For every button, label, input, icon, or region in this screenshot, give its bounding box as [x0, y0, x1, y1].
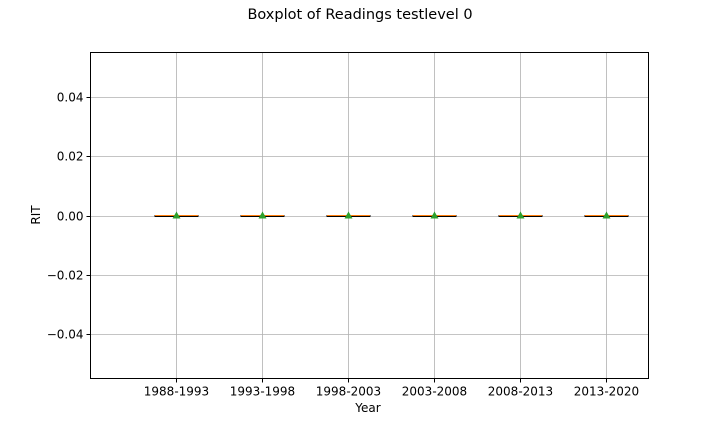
x-axis: 1988-1993 1993-1998 1998-2003 2003-2008 2008…	[144, 378, 639, 399]
box-layer	[154, 211, 629, 219]
x-tick-label: 1988-1993	[144, 385, 209, 399]
x-axis-label: Year	[354, 401, 380, 415]
chart-title: Boxplot of Readings testlevel 0	[247, 7, 473, 23]
mean-marker	[344, 211, 353, 219]
y-tick-label: −0.04	[47, 328, 84, 342]
y-tick-label: 0.00	[57, 210, 84, 224]
y-axis: 0.04 0.02 0.00 −0.02 −0.04	[47, 91, 91, 342]
mean-marker	[602, 211, 611, 219]
y-tick-label: 0.04	[57, 91, 84, 105]
y-tick-label: 0.02	[57, 150, 84, 164]
mean-marker	[516, 211, 525, 219]
y-axis-label: RIT	[29, 205, 43, 225]
mean-marker	[258, 211, 267, 219]
x-tick-label: 2008-2013	[488, 385, 553, 399]
mean-marker	[430, 211, 439, 219]
x-tick-label: 2003-2008	[402, 385, 467, 399]
x-tick-label: 1998-2003	[316, 385, 381, 399]
plot-frame	[90, 52, 649, 379]
x-tick-label: 2013-2020	[574, 385, 639, 399]
y-tick-label: −0.02	[47, 269, 84, 283]
mean-marker	[172, 211, 181, 219]
x-tick-label: 1993-1998	[230, 385, 295, 399]
